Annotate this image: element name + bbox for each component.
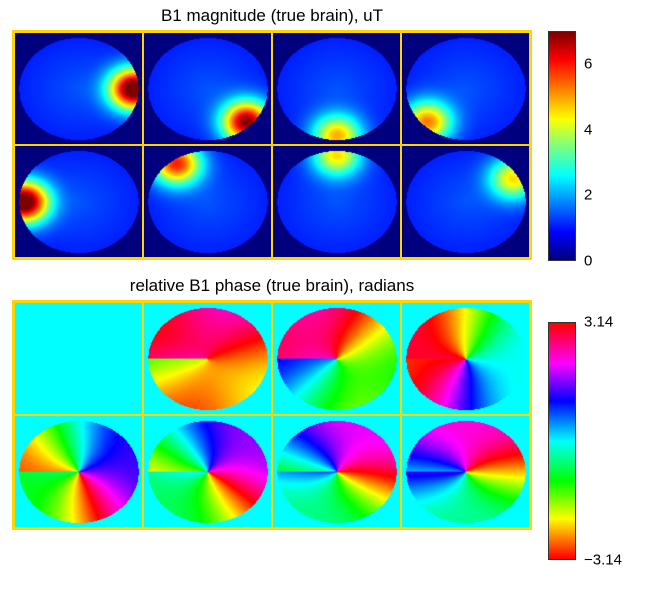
heatmap-cell bbox=[143, 415, 272, 528]
magnitude-colorbar-ticks: 0246 bbox=[576, 31, 636, 261]
colorbar-tick-label: 0 bbox=[584, 253, 592, 270]
magnitude-panel: B1 magnitude (true brain), uT bbox=[12, 6, 532, 260]
magnitude-grid bbox=[12, 30, 532, 260]
heatmap-canvas bbox=[273, 33, 400, 144]
magnitude-colorbar-canvas bbox=[548, 31, 576, 261]
magnitude-title: B1 magnitude (true brain), uT bbox=[12, 6, 532, 26]
phase-panel: relative B1 phase (true brain), radians bbox=[12, 276, 532, 530]
phase-title: relative B1 phase (true brain), radians bbox=[12, 276, 532, 296]
heatmap-canvas bbox=[144, 303, 271, 414]
heatmap-canvas bbox=[402, 146, 529, 257]
colorbar-tick-label: −3.14 bbox=[584, 552, 622, 569]
heatmap-cell bbox=[401, 145, 530, 258]
heatmap-cell bbox=[272, 302, 401, 415]
heatmap-canvas bbox=[402, 33, 529, 144]
heatmap-canvas bbox=[273, 303, 400, 414]
heatmap-cell bbox=[272, 415, 401, 528]
heatmap-cell bbox=[401, 32, 530, 145]
heatmap-cell bbox=[14, 145, 143, 258]
colorbar-tick-label: 2 bbox=[584, 187, 592, 204]
phase-grid bbox=[12, 300, 532, 530]
heatmap-canvas bbox=[15, 416, 142, 527]
heatmap-cell bbox=[14, 32, 143, 145]
heatmap-cell bbox=[401, 415, 530, 528]
phase-colorbar-ticks: −3.143.14 bbox=[576, 322, 636, 560]
heatmap-cell bbox=[143, 302, 272, 415]
heatmap-canvas bbox=[144, 33, 271, 144]
heatmap-cell bbox=[401, 302, 530, 415]
colorbar-tick-label: 6 bbox=[584, 55, 592, 72]
phase-colorbar-canvas bbox=[548, 322, 576, 560]
heatmap-canvas bbox=[15, 303, 142, 414]
heatmap-canvas bbox=[402, 303, 529, 414]
magnitude-colorbar: 0246 bbox=[548, 31, 576, 261]
heatmap-canvas bbox=[273, 146, 400, 257]
heatmap-canvas bbox=[15, 33, 142, 144]
heatmap-canvas bbox=[144, 416, 271, 527]
heatmap-canvas bbox=[15, 146, 142, 257]
heatmap-canvas bbox=[402, 416, 529, 527]
colorbar-tick-label: 4 bbox=[584, 121, 592, 138]
heatmap-cell bbox=[272, 145, 401, 258]
heatmap-canvas bbox=[144, 146, 271, 257]
colorbar-tick-label: 3.14 bbox=[584, 314, 613, 331]
heatmap-cell bbox=[143, 145, 272, 258]
phase-colorbar: −3.143.14 bbox=[548, 322, 576, 560]
heatmap-cell bbox=[272, 32, 401, 145]
heatmap-cell bbox=[14, 302, 143, 415]
heatmap-canvas bbox=[273, 416, 400, 527]
heatmap-cell bbox=[143, 32, 272, 145]
heatmap-cell bbox=[14, 415, 143, 528]
